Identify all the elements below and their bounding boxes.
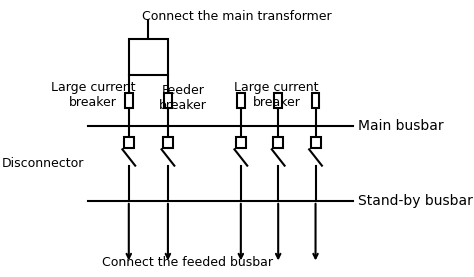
- Bar: [236, 137, 246, 148]
- Text: Connect the feeded busbar: Connect the feeded busbar: [102, 256, 273, 269]
- Bar: [237, 93, 245, 108]
- Bar: [274, 93, 282, 108]
- Text: Large current
breaker: Large current breaker: [51, 81, 136, 109]
- Bar: [310, 137, 320, 148]
- Bar: [273, 137, 283, 148]
- Text: Connect the main transformer: Connect the main transformer: [143, 10, 332, 22]
- Text: Stand-by busbar: Stand-by busbar: [358, 194, 473, 208]
- Bar: [164, 93, 172, 108]
- Text: Feeder
breaker: Feeder breaker: [159, 84, 207, 112]
- Text: Main busbar: Main busbar: [358, 119, 444, 133]
- Text: Disconnector: Disconnector: [2, 157, 84, 170]
- Bar: [129, 39, 168, 75]
- Bar: [163, 137, 173, 148]
- Bar: [125, 93, 133, 108]
- Bar: [311, 93, 319, 108]
- Bar: [124, 137, 134, 148]
- Text: Large current
breaker: Large current breaker: [234, 81, 319, 109]
